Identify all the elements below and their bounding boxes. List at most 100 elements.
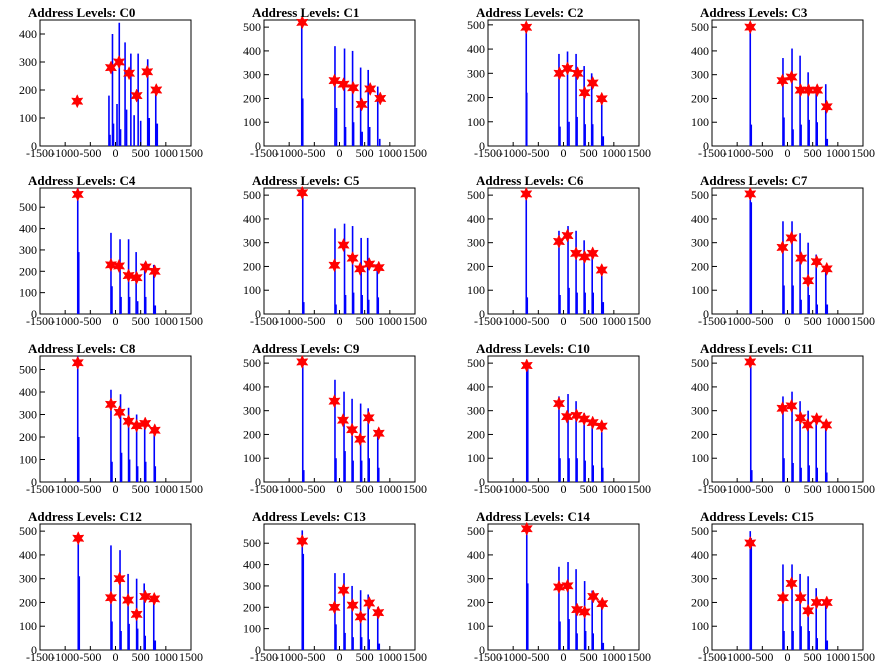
x-tick-label: -1000 bbox=[51, 146, 79, 160]
y-tick-label: 0 bbox=[255, 139, 261, 153]
star-marker-icon bbox=[122, 66, 136, 81]
panel-title: Address Levels: C2 bbox=[476, 5, 584, 20]
panel-title: Address Levels: C3 bbox=[700, 5, 808, 20]
star-marker-icon bbox=[794, 410, 807, 425]
plot-frame bbox=[39, 187, 192, 315]
histogram-plot: -1500-1000 -500 0 500 1000 1500 0 100 200 300 400 5… bbox=[691, 186, 875, 328]
star-marker-icon bbox=[121, 592, 135, 608]
x-tick-label: 0 bbox=[337, 650, 343, 664]
x-tick-label: 1500 bbox=[403, 146, 427, 160]
x-tick-label: 1500 bbox=[179, 482, 203, 496]
star-marker-icon bbox=[130, 270, 143, 285]
x-tick-label: 0 bbox=[113, 482, 119, 496]
x-tick-label: -1000 bbox=[499, 146, 527, 160]
star-marker-icon bbox=[345, 422, 359, 437]
y-tick-label: 0 bbox=[703, 475, 709, 489]
histogram-panel: -1500 -1000 -500 0 500 1000 1500 0 100 200 300 400 5… bbox=[224, 0, 448, 168]
star-marker-icon bbox=[141, 64, 154, 79]
x-tick-label: 500 bbox=[132, 314, 150, 328]
y-tick-label: 100 bbox=[467, 451, 485, 465]
y-tick-label: 0 bbox=[479, 139, 485, 153]
star-marker-icon bbox=[785, 398, 798, 414]
histogram-plot: -1500-1000 -500 0 500 1000 1500 0 100 200 300 400 5… bbox=[243, 523, 427, 664]
histogram-plot: -1500-1000 -500 0 500 1000 1500 0 100 200 300 400 5… bbox=[19, 187, 203, 328]
y-tick-label: 300 bbox=[467, 66, 485, 80]
x-tick-label: 1000 bbox=[378, 314, 402, 328]
star-marker-icon bbox=[364, 81, 377, 97]
x-tick-label: 0 bbox=[785, 146, 791, 160]
y-tick-label: 300 bbox=[19, 243, 37, 257]
histogram-plot: -1500-1000 -500 0 500 1000 1500 0 100 200 300 400 5… bbox=[467, 521, 651, 664]
y-tick-label: 300 bbox=[691, 68, 709, 82]
y-tick-label: 300 bbox=[243, 579, 261, 593]
histogram-plot: -1500-1000 -500 0 500 1000 1500 0 100 200 300 400 5… bbox=[691, 19, 875, 160]
star-marker-icon bbox=[811, 83, 824, 98]
star-marker-icon bbox=[363, 595, 376, 611]
histogram-plot: -1500-1000 -500 0 500 1000 1500 0 100 200 300 400 5… bbox=[467, 355, 651, 496]
y-tick-label: 500 bbox=[467, 524, 485, 538]
star-marker-icon bbox=[744, 535, 757, 551]
star-marker-icon bbox=[586, 75, 599, 91]
y-tick-label: 100 bbox=[243, 451, 261, 465]
y-tick-label: 500 bbox=[467, 356, 485, 370]
star-marker-icon bbox=[820, 99, 833, 114]
star-marker-icon bbox=[820, 417, 833, 433]
x-tick-label: 1500 bbox=[851, 650, 875, 664]
star-marker-icon bbox=[130, 607, 143, 622]
y-tick-label: 100 bbox=[691, 451, 709, 465]
x-tick-label: -1000 bbox=[275, 650, 303, 664]
x-tick-label: 500 bbox=[132, 482, 150, 496]
histogram-panel: -1500 -1000 -500 0 500 1000 1500 0 100 200 300 400 5… bbox=[0, 336, 224, 504]
star-marker-icon bbox=[520, 186, 533, 202]
x-tick-label: -1500 bbox=[698, 482, 726, 496]
x-tick-label: -1500 bbox=[26, 650, 54, 664]
star-marker-icon bbox=[150, 82, 163, 98]
y-tick-label: 400 bbox=[467, 380, 485, 394]
y-tick-label: 0 bbox=[479, 475, 485, 489]
x-tick-label: 500 bbox=[132, 650, 150, 664]
y-tick-label: 500 bbox=[467, 188, 485, 202]
x-tick-label: -1000 bbox=[275, 314, 303, 328]
y-tick-label: 100 bbox=[691, 619, 709, 633]
y-tick-label: 0 bbox=[703, 643, 709, 657]
x-tick-label: 1000 bbox=[602, 650, 626, 664]
y-tick-label: 500 bbox=[243, 188, 261, 202]
panel-title: Address Levels: C8 bbox=[28, 341, 136, 356]
y-tick-label: 200 bbox=[19, 595, 37, 609]
star-marker-icon bbox=[801, 273, 815, 288]
histogram-plot: -1500-1000 -500 0 500 1000 1500 0 100 200 300 400 5… bbox=[243, 15, 427, 160]
plot-frame bbox=[711, 523, 864, 651]
y-tick-label: 0 bbox=[31, 475, 37, 489]
star-marker-icon bbox=[328, 258, 341, 273]
y-tick-label: 100 bbox=[19, 111, 37, 125]
star-marker-icon bbox=[776, 73, 789, 88]
y-tick-label: 500 bbox=[691, 188, 709, 202]
x-tick-label: 1000 bbox=[602, 314, 626, 328]
star-marker-icon bbox=[346, 251, 359, 266]
x-tick-label: 1000 bbox=[826, 650, 850, 664]
y-tick-label: 300 bbox=[19, 55, 37, 69]
x-tick-label: 1500 bbox=[403, 650, 427, 664]
star-marker-icon bbox=[794, 83, 807, 98]
y-tick-label: 500 bbox=[691, 356, 709, 370]
y-tick-label: 400 bbox=[467, 548, 485, 562]
histogram-plot: -1500-1000 -500 0 500 1000 1500 0 100 200 300 400 5… bbox=[691, 523, 875, 664]
x-tick-label: -500 bbox=[79, 650, 101, 664]
x-tick-label: 1500 bbox=[851, 482, 875, 496]
star-marker-icon bbox=[794, 590, 807, 605]
panel-title: Address Levels: C12 bbox=[28, 509, 142, 524]
y-tick-label: 100 bbox=[243, 283, 261, 297]
y-tick-label: 200 bbox=[691, 91, 709, 105]
y-tick-label: 100 bbox=[467, 283, 485, 297]
star-marker-icon bbox=[71, 355, 84, 370]
x-tick-label: 1000 bbox=[826, 482, 850, 496]
x-tick-label: 0 bbox=[561, 650, 567, 664]
x-tick-label: -1000 bbox=[51, 482, 79, 496]
y-tick-label: 200 bbox=[243, 259, 261, 273]
y-tick-label: 0 bbox=[479, 307, 485, 321]
x-tick-label: 1000 bbox=[154, 482, 178, 496]
star-marker-icon bbox=[520, 358, 533, 373]
x-tick-label: -500 bbox=[303, 650, 325, 664]
star-marker-icon bbox=[744, 20, 757, 35]
